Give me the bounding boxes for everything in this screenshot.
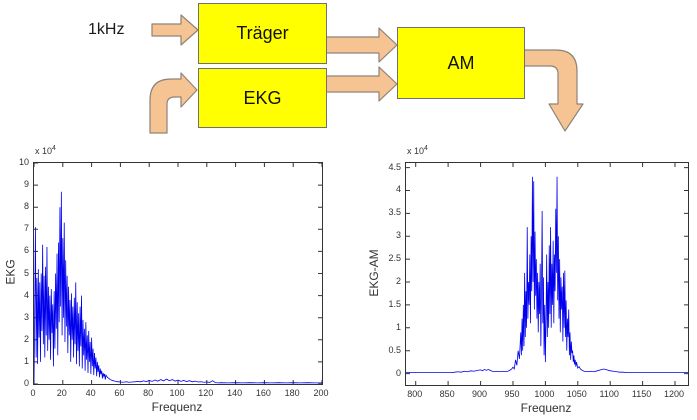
- block-am: AM: [397, 27, 525, 99]
- block-ekg-label: EKG: [243, 87, 282, 108]
- x-tick-label: 120: [198, 388, 214, 398]
- y-tick-label: 3.5: [388, 207, 401, 218]
- y-axis-scale-label: x 104: [35, 145, 56, 156]
- y-tick-label: 8: [23, 201, 29, 212]
- x-tick-label: 1050: [566, 389, 587, 399]
- block-diagram: 1kHz Träger EKG AM: [0, 0, 697, 140]
- x-tick-label: 20: [56, 388, 67, 398]
- x-tick-label: 100: [169, 388, 185, 398]
- x-tick-label: 950: [504, 389, 520, 399]
- spectrum-trace-svg: [406, 163, 688, 385]
- block-traeger: Träger: [198, 3, 327, 64]
- y-tick-label: 7: [23, 223, 29, 234]
- scale-exponent: 4: [424, 145, 428, 152]
- x-tick-label: 40: [85, 388, 96, 398]
- block-ekg: EKG: [198, 68, 327, 128]
- spectrum-trace: [34, 191, 322, 384]
- y-tick-label: 2: [395, 276, 401, 286]
- x-tick-label: 180: [284, 388, 300, 398]
- x-axis-label: Frequenz: [151, 400, 203, 414]
- axes-box: [405, 162, 689, 386]
- scale-mantissa: x 10: [407, 146, 425, 156]
- x-tick-label: 850: [439, 389, 455, 399]
- x-tick-label: 60: [114, 388, 125, 398]
- arrow-curved-up-right-icon: [149, 72, 198, 134]
- x-tick-label: 200: [313, 388, 329, 398]
- y-tick-label: 3: [23, 311, 29, 322]
- scale-mantissa: x 10: [35, 146, 53, 156]
- x-tick-label: 800: [407, 389, 423, 399]
- x-tick-label: 140: [227, 388, 243, 398]
- x-tick-label: 80: [143, 388, 154, 398]
- y-tick-label: 9: [23, 179, 29, 190]
- block-am-label: AM: [447, 52, 475, 73]
- block-traeger-label: Träger: [236, 23, 289, 43]
- tick-marks: [406, 163, 688, 385]
- x-tick-label: 1150: [631, 389, 652, 399]
- input-frequency-label: 1kHz: [88, 21, 125, 38]
- x-tick-label: 160: [255, 388, 271, 398]
- x-tick-label: 900: [472, 389, 488, 399]
- y-tick-label: 1.5: [388, 298, 401, 309]
- y-tick-label: 4: [395, 184, 401, 195]
- y-tick-label: 0: [23, 378, 29, 388]
- x-tick-label: 1100: [599, 389, 619, 399]
- y-tick-label: 1: [23, 355, 29, 366]
- arrow-layer: [149, 14, 584, 134]
- y-axis-scale-label: x 104: [407, 145, 428, 156]
- y-tick-label: 2.5: [388, 253, 401, 264]
- y-tick-label: 5: [23, 267, 29, 278]
- arrow-right-icon: [324, 66, 398, 102]
- y-tick-label: 10: [18, 157, 29, 167]
- tick-marks: [34, 163, 322, 384]
- y-tick-label: 3: [395, 230, 401, 241]
- ekg-am-spectrum-plot: x 104 EKG-AM Frequenz 800 850 900 950 1000 10…: [350, 140, 697, 420]
- x-tick-label: 0: [30, 388, 36, 398]
- x-tick-label: 1000: [534, 389, 555, 399]
- arrow-right-icon: [324, 27, 398, 63]
- x-tick-label: 1200: [664, 389, 685, 399]
- axes-box: [33, 162, 323, 385]
- arrow-curved-down-icon: [522, 49, 584, 132]
- ekg-spectrum-plot: x 104 EKG Frequenz 0 20 40 60 80 100 120 140 160…: [0, 140, 348, 420]
- y-tick-label: 4.5: [388, 161, 401, 172]
- y-tick-label: 0: [395, 367, 401, 378]
- spectrum-trace-svg: [34, 163, 322, 384]
- arrow-right-icon: [151, 14, 199, 46]
- y-tick-label: 1: [395, 321, 401, 332]
- scale-exponent: 4: [52, 145, 56, 152]
- x-axis-label: Frequenz: [520, 401, 572, 415]
- y-tick-label: 4: [23, 289, 29, 300]
- spectrum-trace: [406, 176, 688, 374]
- y-tick-label: 0.5: [388, 344, 401, 355]
- y-tick-label: 2: [23, 333, 29, 344]
- y-tick-label: 6: [23, 245, 29, 256]
